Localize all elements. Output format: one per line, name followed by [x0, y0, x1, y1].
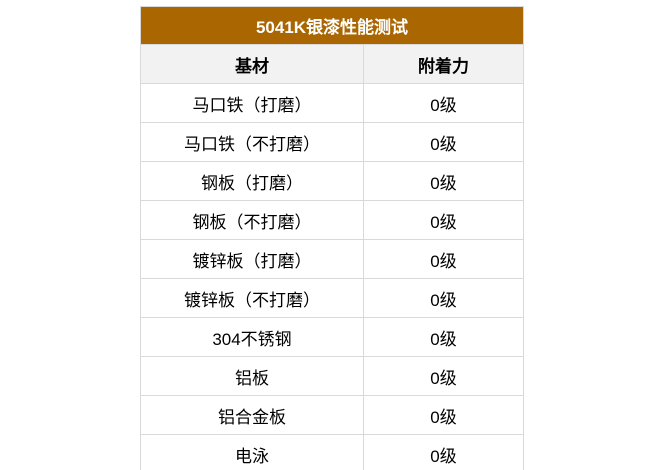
table-row: 电泳 0级 — [140, 434, 525, 470]
table-row: 马口铁（不打磨） 0级 — [140, 122, 525, 162]
table-row: 镀锌板（不打磨） 0级 — [140, 278, 525, 318]
adhesion-cell: 0级 — [362, 317, 525, 357]
table-row: 马口铁（打磨） 0级 — [140, 83, 525, 123]
adhesion-cell: 0级 — [362, 395, 525, 435]
substrate-cell: 铝板 — [140, 356, 364, 396]
substrate-cell: 钢板（打磨） — [140, 161, 364, 201]
substrate-cell: 电泳 — [140, 434, 364, 470]
performance-table: 5041K银漆性能测试 基材 附着力 马口铁（打磨） 0级 马口铁（不打磨） 0… — [139, 6, 525, 470]
table-row: 304不锈钢 0级 — [140, 317, 525, 357]
column-header-adhesion: 附着力 — [362, 44, 525, 84]
adhesion-cell: 0级 — [362, 434, 525, 470]
substrate-cell: 304不锈钢 — [140, 317, 364, 357]
adhesion-cell: 0级 — [362, 122, 525, 162]
table-header-row: 基材 附着力 — [140, 44, 525, 84]
table-row: 铝合金板 0级 — [140, 395, 525, 435]
substrate-cell: 马口铁（打磨） — [140, 83, 364, 123]
substrate-cell: 镀锌板（不打磨） — [140, 278, 364, 318]
substrate-cell: 铝合金板 — [140, 395, 364, 435]
table-row: 镀锌板（打磨） 0级 — [140, 239, 525, 279]
substrate-cell: 镀锌板（打磨） — [140, 239, 364, 279]
adhesion-cell: 0级 — [362, 278, 525, 318]
substrate-cell: 马口铁（不打磨） — [140, 122, 364, 162]
adhesion-cell: 0级 — [362, 83, 525, 123]
table-row: 钢板（不打磨） 0级 — [140, 200, 525, 240]
table-title: 5041K银漆性能测试 — [139, 6, 525, 45]
adhesion-cell: 0级 — [362, 239, 525, 279]
adhesion-cell: 0级 — [362, 200, 525, 240]
table-row: 铝板 0级 — [140, 356, 525, 396]
adhesion-cell: 0级 — [362, 161, 525, 201]
adhesion-cell: 0级 — [362, 356, 525, 396]
table-title-row: 5041K银漆性能测试 — [139, 6, 525, 45]
column-header-substrate: 基材 — [140, 44, 364, 84]
table-row: 钢板（打磨） 0级 — [140, 161, 525, 201]
substrate-cell: 钢板（不打磨） — [140, 200, 364, 240]
